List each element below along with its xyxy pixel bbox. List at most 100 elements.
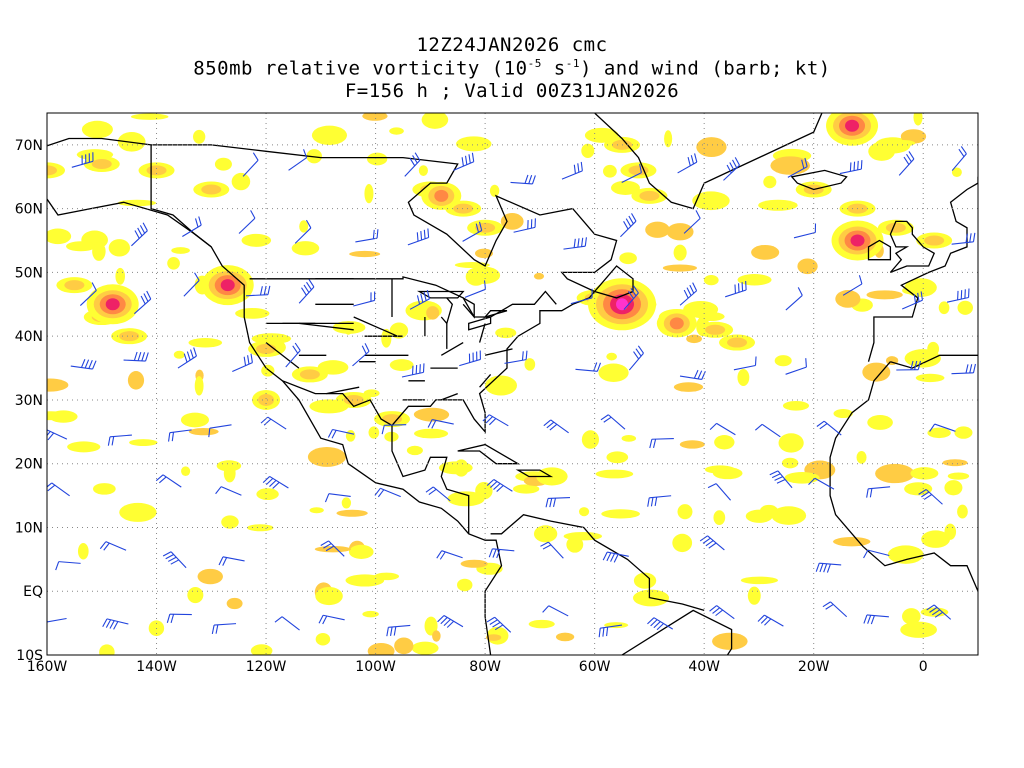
wind-barb-feather bbox=[603, 416, 612, 423]
wind-barb bbox=[602, 551, 629, 563]
wind-barb-feather bbox=[697, 370, 703, 380]
vorticity-patch bbox=[797, 258, 818, 275]
wind-barb-shaft bbox=[761, 423, 781, 438]
lat-tick-label: 20N bbox=[15, 457, 43, 473]
wind-barb bbox=[262, 475, 289, 489]
wind-barb-shaft bbox=[47, 617, 67, 623]
wind-barb-feather bbox=[208, 428, 211, 438]
wind-barb-feather bbox=[653, 621, 661, 629]
wind-barb-feather bbox=[932, 609, 941, 616]
wind-barb-feather bbox=[694, 153, 698, 163]
coast-north-america bbox=[47, 137, 618, 534]
vorticity-maximum bbox=[105, 298, 120, 311]
vorticity-patch bbox=[307, 446, 346, 467]
wind-barb bbox=[47, 482, 70, 497]
wind-barb-feather bbox=[960, 146, 967, 155]
vorticity-patch bbox=[47, 411, 71, 421]
vorticity-patch bbox=[913, 113, 923, 126]
wind-barb-feather bbox=[632, 285, 639, 294]
lake-erie bbox=[468, 316, 492, 331]
wind-barb-feather bbox=[440, 617, 448, 625]
wind-barb-feather bbox=[269, 479, 277, 487]
coast-africa-north bbox=[890, 354, 978, 369]
wind-barb-feather bbox=[489, 481, 498, 488]
wind-barb-feather bbox=[702, 537, 711, 544]
coast-britain bbox=[889, 220, 936, 274]
wind-barb-feather bbox=[863, 549, 869, 559]
wind-barb bbox=[133, 290, 152, 315]
wind-barb bbox=[183, 272, 200, 297]
vorticity-patch bbox=[194, 376, 204, 396]
wind-barb-feather bbox=[549, 423, 558, 431]
wind-barb-feather bbox=[492, 621, 501, 628]
wind-barb-feather bbox=[47, 484, 56, 492]
wind-barb-feather bbox=[134, 230, 140, 239]
wind-barb-feather bbox=[754, 356, 757, 366]
wind-barb-feather bbox=[870, 615, 875, 625]
state-border bbox=[440, 342, 464, 356]
lon-tick-label: 20W bbox=[798, 659, 830, 675]
wind-barb-feather bbox=[822, 601, 831, 608]
wind-barb-feather bbox=[331, 430, 337, 439]
wind-barb-feather bbox=[416, 232, 419, 242]
wind-barb bbox=[822, 601, 848, 618]
vorticity-patch bbox=[512, 484, 540, 494]
wind-barb bbox=[600, 414, 626, 430]
vorticity-patch bbox=[835, 290, 861, 308]
wind-barb-feather bbox=[423, 291, 427, 301]
wind-barb-feather bbox=[84, 359, 90, 369]
vorticity-patch bbox=[902, 608, 921, 625]
wind-barb-feather bbox=[776, 478, 786, 484]
wind-barb bbox=[540, 541, 564, 559]
wind-barb bbox=[504, 350, 528, 364]
wind-barb-feather bbox=[969, 233, 972, 243]
wind-barb-feather bbox=[863, 614, 868, 624]
coast-africa-west bbox=[829, 361, 978, 592]
wind-barb-feather bbox=[543, 419, 552, 427]
vorticity-streak bbox=[639, 190, 660, 201]
vorticity-streak bbox=[885, 222, 906, 233]
wind-barb bbox=[102, 618, 129, 630]
vorticity-patch bbox=[381, 328, 392, 348]
wind-barb-shaft bbox=[384, 424, 407, 426]
wind-barb-feather bbox=[443, 618, 451, 627]
vorticity-patch bbox=[696, 137, 727, 158]
wind-barb bbox=[647, 495, 672, 507]
vorticity-patch bbox=[758, 199, 798, 211]
wind-barb-feather bbox=[804, 157, 808, 167]
wind-barb bbox=[381, 424, 407, 435]
coast-americas-west bbox=[47, 197, 503, 655]
wind-barb-shaft bbox=[220, 486, 242, 496]
wind-barb-feather bbox=[913, 294, 917, 304]
wind-barb-feather bbox=[259, 286, 263, 296]
vorticity-patch bbox=[581, 430, 600, 449]
wind-barb-feather bbox=[109, 620, 115, 629]
vorticity-patch bbox=[66, 241, 96, 252]
vorticity-patch bbox=[188, 337, 223, 348]
vorticity-patch bbox=[332, 321, 366, 334]
wind-barb-feather bbox=[446, 620, 455, 628]
title-line-2-suffix: ) and wind (barb; kt) bbox=[579, 57, 831, 80]
vorticity-patch bbox=[389, 359, 414, 371]
wind-barb-shaft bbox=[715, 483, 732, 501]
wind-barb-feather bbox=[797, 287, 803, 296]
wind-barb-feather bbox=[322, 615, 328, 625]
wind-barb-feather bbox=[107, 436, 111, 446]
vorticity-patch bbox=[500, 213, 524, 230]
vorticity-patch bbox=[460, 559, 488, 568]
wind-barb-feather bbox=[869, 488, 873, 498]
wind-barb-feather bbox=[327, 429, 333, 438]
wind-barb-feather bbox=[493, 483, 501, 490]
wind-barb-feather bbox=[168, 432, 171, 442]
wind-barb-feather bbox=[606, 552, 612, 562]
wind-barb-feather bbox=[468, 154, 471, 164]
wind-barb-shaft bbox=[621, 172, 642, 183]
vorticity-patch bbox=[345, 430, 356, 442]
wind-barb-shaft bbox=[934, 423, 956, 432]
vorticity-patch bbox=[921, 530, 951, 548]
wind-barb-feather bbox=[683, 289, 689, 299]
wind-barb bbox=[679, 369, 706, 381]
vorticity-patch bbox=[362, 610, 379, 618]
wind-barb-shaft bbox=[842, 283, 863, 296]
wind-barb-feather bbox=[412, 155, 418, 164]
